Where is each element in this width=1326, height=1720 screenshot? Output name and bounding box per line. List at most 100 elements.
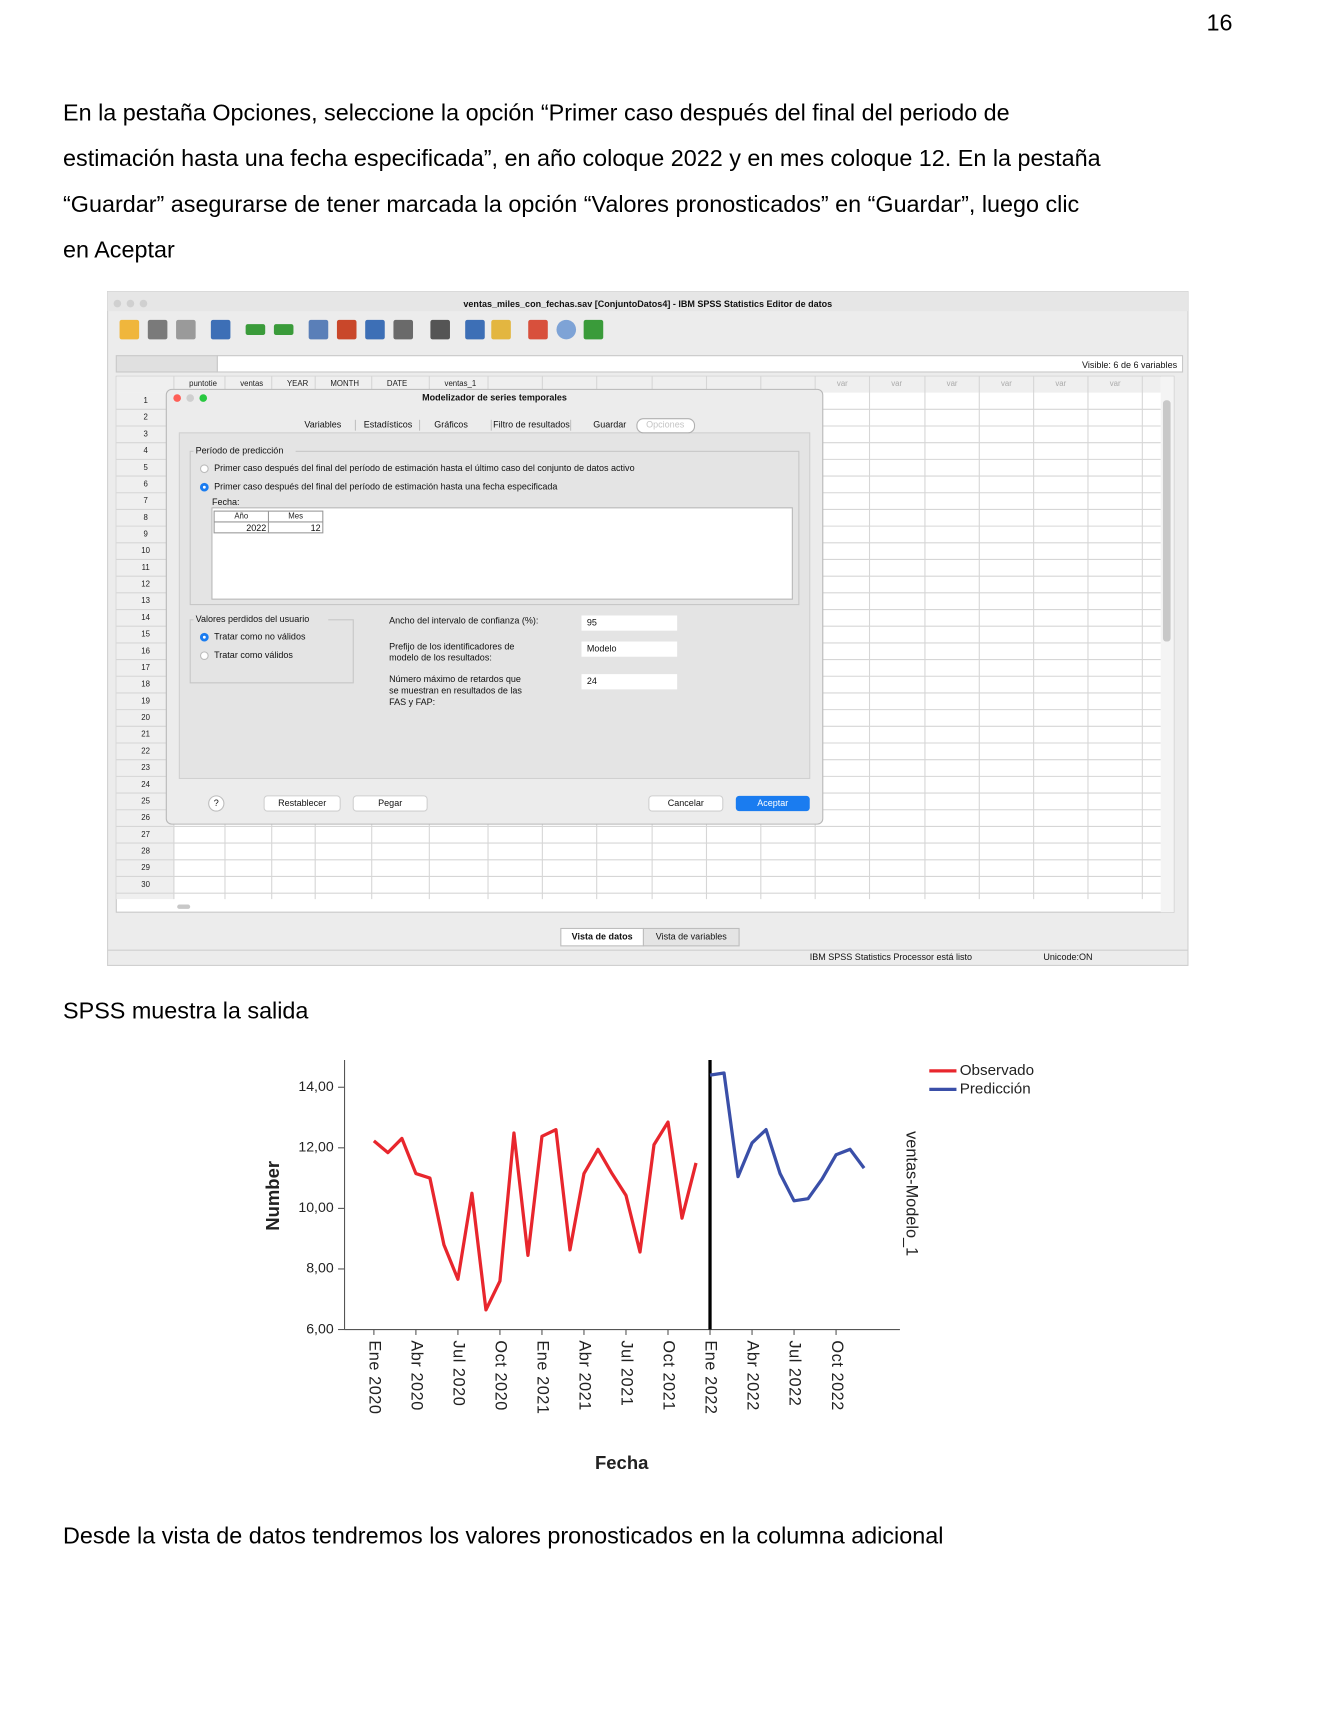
legend-label: Predicción bbox=[960, 1080, 1031, 1097]
button[interactable] bbox=[648, 795, 724, 812]
row-number: 19 bbox=[141, 696, 150, 705]
row-number: 15 bbox=[141, 630, 150, 639]
tab-variable-view[interactable] bbox=[642, 927, 740, 947]
field-value: 24 bbox=[587, 676, 597, 686]
radio[interactable] bbox=[199, 651, 209, 661]
button-label[interactable]: Pegar bbox=[378, 798, 402, 808]
input-field[interactable] bbox=[581, 615, 678, 631]
row-number: 5 bbox=[143, 463, 148, 472]
tab-panel bbox=[178, 432, 811, 780]
field-label: modelo de los resultados: bbox=[389, 653, 492, 663]
toolbar-icon[interactable] bbox=[365, 319, 385, 340]
x-tick-label: Oct 2020 bbox=[492, 1340, 510, 1410]
toolbar bbox=[119, 319, 604, 340]
row-number: 28 bbox=[141, 847, 150, 856]
dialog-button[interactable] bbox=[199, 394, 208, 402]
var-column-header: var bbox=[1001, 379, 1012, 388]
button-label[interactable]: Cancelar bbox=[668, 798, 704, 808]
h-scrollbar-thumb[interactable] bbox=[177, 904, 191, 909]
series-line bbox=[709, 1071, 866, 1203]
var-column-header: var bbox=[891, 379, 902, 388]
toolbar-icon[interactable] bbox=[393, 319, 414, 340]
row-number: 21 bbox=[141, 730, 150, 739]
toolbar-icon[interactable] bbox=[491, 319, 511, 340]
input-field[interactable] bbox=[581, 674, 678, 690]
toolbar-icon[interactable] bbox=[245, 324, 266, 336]
button-primary[interactable] bbox=[735, 795, 810, 812]
help-button[interactable] bbox=[208, 795, 225, 812]
toolbar-icon[interactable] bbox=[430, 319, 450, 340]
window-button[interactable] bbox=[126, 299, 135, 308]
row-number: 7 bbox=[143, 496, 147, 505]
scrollbar-thumb[interactable] bbox=[1162, 400, 1171, 642]
row-number: 13 bbox=[141, 596, 150, 605]
dialog-tab[interactable]: Guardar bbox=[593, 420, 626, 430]
paragraph-line: en Aceptar bbox=[63, 237, 175, 263]
dialog-tab[interactable]: Estadísticos bbox=[364, 420, 413, 430]
toolbar-icon[interactable] bbox=[147, 319, 168, 340]
button-label[interactable]: ? bbox=[214, 798, 219, 808]
row-number: 4 bbox=[143, 446, 148, 455]
dialog-tab[interactable]: Variables bbox=[304, 420, 341, 430]
tab-selected[interactable] bbox=[636, 418, 696, 434]
var-column-header: var bbox=[837, 379, 848, 388]
field-label: Ancho del intervalo de confianza (%): bbox=[389, 615, 538, 625]
toolbar-icon[interactable] bbox=[556, 319, 577, 340]
x-tick-label: Abr 2020 bbox=[408, 1340, 426, 1411]
button-label[interactable]: Aceptar bbox=[757, 798, 788, 808]
screenshot: ventas_miles_con_fechas.sav [ConjuntoDat… bbox=[107, 291, 1189, 966]
row-number: 14 bbox=[141, 613, 150, 622]
row-number: 24 bbox=[141, 780, 150, 789]
toolbar-icon[interactable] bbox=[176, 319, 196, 340]
button-label[interactable]: Restablecer bbox=[278, 798, 326, 808]
group-title: Período de predicción bbox=[196, 446, 284, 456]
dialog-close[interactable] bbox=[173, 394, 181, 402]
window-title: ventas_miles_con_fechas.sav [ConjuntoDat… bbox=[463, 299, 832, 309]
dialog-tab[interactable]: Filtro de resultados bbox=[493, 420, 570, 430]
row-header-column bbox=[116, 392, 174, 900]
cell-editor[interactable] bbox=[216, 355, 1184, 373]
dialog-tab[interactable]: Opciones bbox=[646, 420, 685, 430]
row-number: 3 bbox=[143, 429, 147, 438]
toolbar-icon[interactable] bbox=[210, 319, 231, 340]
x-tick-label: Oct 2022 bbox=[828, 1340, 846, 1410]
y-tick-label: 14,00 bbox=[298, 1078, 333, 1094]
var-column-header: var bbox=[1110, 379, 1121, 388]
dialog-tab[interactable]: Gráficos bbox=[434, 420, 468, 430]
window-button[interactable] bbox=[139, 299, 148, 308]
row-number: 2 bbox=[143, 413, 147, 422]
visible-variables: Visible: 6 de 6 variables bbox=[1082, 360, 1178, 370]
window-button[interactable] bbox=[113, 299, 122, 308]
input-field[interactable] bbox=[581, 641, 678, 657]
series-line bbox=[372, 1120, 698, 1312]
radio-label: Tratar como no válidos bbox=[214, 632, 306, 642]
toolbar-icon[interactable] bbox=[308, 319, 329, 340]
row-number: 11 bbox=[142, 563, 150, 572]
row-number: 20 bbox=[141, 713, 150, 722]
row-number: 26 bbox=[141, 813, 150, 822]
toolbar-icon[interactable] bbox=[273, 324, 294, 336]
x-tick-label: Oct 2021 bbox=[660, 1340, 678, 1410]
group-title-bg bbox=[193, 445, 296, 457]
row-number: 12 bbox=[141, 580, 150, 589]
x-tick-label: Ene 2022 bbox=[702, 1340, 720, 1414]
group-box bbox=[189, 450, 800, 606]
toolbar-icon[interactable] bbox=[583, 319, 604, 340]
paragraph-line: estimación hasta una fecha especificada”… bbox=[63, 145, 1101, 171]
toolbar-icon[interactable] bbox=[465, 319, 485, 340]
toolbar-icon[interactable] bbox=[528, 319, 548, 340]
row-number: 25 bbox=[141, 796, 150, 805]
y-axis-title: Number bbox=[262, 1161, 283, 1231]
y2-axis-title: ventas-Modelo_1 bbox=[902, 1131, 920, 1256]
radio[interactable] bbox=[199, 464, 209, 474]
dialog: Modelizador de series temporales Variabl… bbox=[165, 388, 824, 825]
date-value: 2022 bbox=[246, 523, 266, 533]
button[interactable] bbox=[352, 795, 428, 812]
toolbar-icon[interactable] bbox=[119, 319, 140, 340]
toolbar-icon[interactable] bbox=[336, 319, 357, 340]
cell-name-box[interactable] bbox=[115, 355, 218, 373]
button[interactable] bbox=[263, 795, 341, 812]
header-row bbox=[116, 376, 1161, 393]
dialog-button[interactable] bbox=[186, 394, 195, 402]
